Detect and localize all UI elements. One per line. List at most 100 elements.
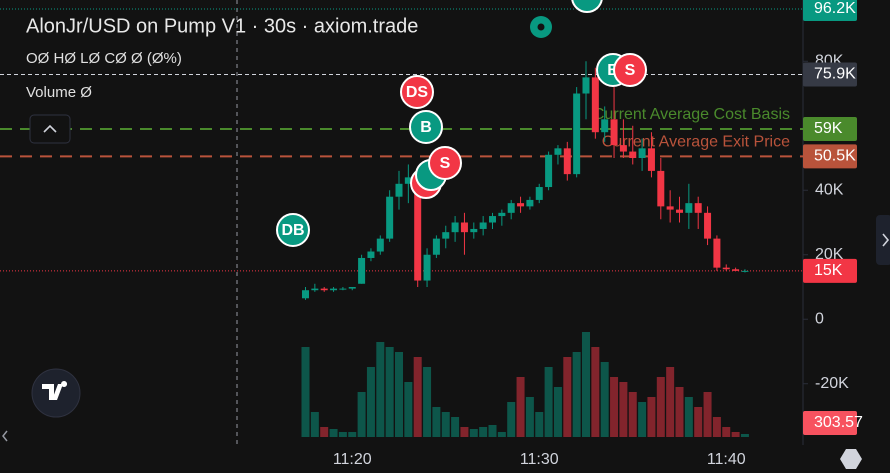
candle-body [414,177,422,281]
chart-title: AlonJr/USD on Pump V1 · 30s · axiom.trad… [26,15,418,37]
volume-bar [497,432,506,437]
candle-body [741,270,749,272]
volume-bar [535,412,544,437]
y-tick-label: 0 [815,310,824,327]
volume-bar [638,402,647,437]
volume-bar [647,397,656,437]
price-label: 50.5K [814,148,856,165]
volume-bar [563,357,572,437]
candle-body [554,148,562,155]
x-tick-label: 11:20 [333,451,372,468]
price-lines: Current Average Cost Basis Current Averag… [0,8,803,272]
trade-marker-label: B [607,62,619,79]
volume-label: 303.57 [814,414,863,431]
price-label-bg [803,116,857,141]
price-label-bg [803,144,857,169]
volume-bar [310,412,319,437]
volume-bar [722,427,731,437]
marker-hidden[interactable] [571,0,603,13]
volume-bar [441,412,450,437]
price-label: 75.9K [814,66,856,83]
settings-icon[interactable] [840,449,862,469]
candle-body [432,238,440,255]
volume-layer [301,332,749,437]
candle-body [470,228,478,233]
candle-body [339,288,347,290]
trade-marker[interactable] [428,146,462,180]
candle-body [573,93,581,175]
candle-body [451,222,459,233]
volume-bar [675,387,684,437]
candle-body [591,77,599,133]
volume-bar [684,397,693,437]
volume-bar [553,387,562,437]
volume-bar [329,429,338,437]
volume-bar [413,357,422,437]
collapse-button[interactable] [29,114,71,144]
candle-body [694,203,702,213]
volume-bar [488,425,497,437]
volume-bar [666,367,675,437]
candle-body [610,119,618,146]
volume-bar [600,362,609,437]
volume-bar [301,347,310,437]
volume-bar [395,352,403,437]
trade-marker[interactable] [400,75,434,109]
volume-bar [572,352,581,437]
y-tick-label: -20K [815,375,849,392]
volume-bar [610,377,619,437]
x-tick-label: 11:30 [520,451,559,468]
scroll-left[interactable] [2,430,8,442]
candle-body [619,145,627,152]
price-label-bg [803,62,857,87]
trade-marker[interactable] [276,213,310,247]
candle-body [320,288,328,291]
y-tick-label: 20K [815,246,844,263]
tv-logo-mark [42,381,68,400]
candle-body [676,209,683,213]
price-line-name: Current Average Exit Price [602,134,790,151]
candle-body [489,216,496,223]
candle-body [535,187,543,200]
candle-body [404,177,412,184]
candle-body [563,148,571,175]
candle-body [442,232,450,239]
candle-body [302,290,309,299]
candle-body [526,199,534,207]
volume-bar [628,392,637,437]
trade-marker-label: S [440,155,451,172]
x-tick-label: 11:40 [707,451,746,468]
candle-body [367,251,375,258]
price-label: 15K [814,262,843,279]
candle-body [330,288,338,291]
scroll-right [882,233,890,247]
candle-body [376,238,384,252]
candle-body [348,286,356,289]
volume-bar [544,367,553,437]
volume-bar [740,434,749,437]
candle-body [601,119,609,133]
candle-body [638,148,646,159]
price-label-bg [803,258,857,283]
volume-bar [460,427,469,437]
trade-marker[interactable] [409,110,443,144]
volume-bar [376,342,385,437]
volume-bar [320,427,329,437]
candles [302,61,749,300]
volume-bar [366,367,375,437]
candle-body [386,196,394,239]
candle-body [460,222,468,233]
y-tick-label: 40K [815,181,844,198]
candle-body [498,212,506,217]
candle-body [685,203,693,213]
candle-body [517,203,525,207]
status-icon-dot [537,23,545,31]
collapse-icon [43,124,57,133]
ohlc-legend: OØ HØ LØ CØ Ø (Ø%) [26,50,182,67]
trade-marker[interactable] [613,53,647,87]
volume-bar [423,367,432,437]
volume-bar [525,397,534,437]
scroll-right-tab[interactable] [876,215,890,265]
